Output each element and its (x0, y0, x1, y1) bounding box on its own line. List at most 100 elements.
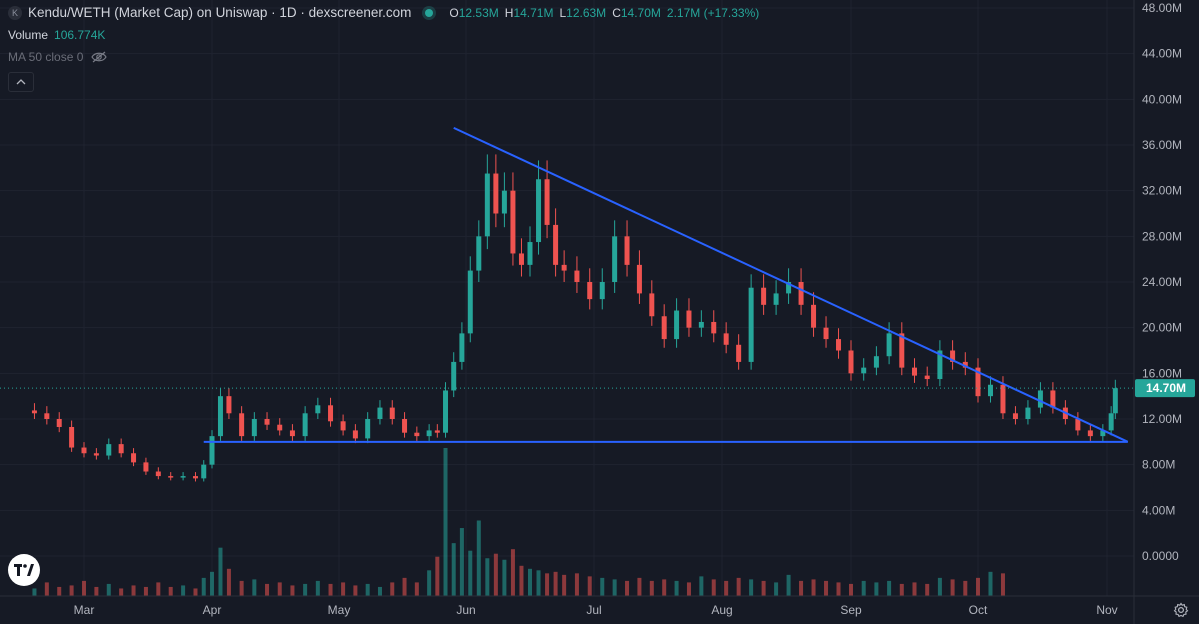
volume-bar (786, 574, 791, 596)
volume-bar (937, 577, 942, 596)
candle-body (886, 333, 892, 357)
candle-body (155, 471, 161, 477)
trendlines (203, 126, 1129, 443)
candle-body (289, 430, 295, 437)
volume-bar (218, 547, 223, 596)
candle-body (251, 419, 257, 437)
volume-bar (181, 585, 186, 596)
candlesticks (31, 154, 1118, 482)
volume-bar (303, 583, 308, 596)
candle-body (365, 419, 371, 439)
candle-body (636, 264, 642, 294)
x-tick-label: Aug (711, 603, 732, 617)
eye-crossed-icon[interactable] (91, 51, 108, 63)
volume-bar (1000, 573, 1005, 596)
volume-bar (119, 588, 124, 596)
candle-body (44, 413, 50, 419)
chart-title: Kendu/WETH (Market Cap) on Uniswap · 1D … (28, 5, 412, 20)
volume-bar (545, 573, 550, 596)
volume-bar (94, 586, 99, 596)
high-label: H (504, 5, 514, 20)
volume-bar (925, 583, 930, 596)
volume-bar (193, 588, 198, 596)
y-tick-label: 40.00M (1142, 92, 1182, 106)
candle-body (962, 361, 968, 368)
candle-body (1075, 419, 1081, 431)
x-tick-label: Mar (74, 603, 95, 617)
volume-bar (57, 586, 62, 596)
y-tick-label: 12.00M (1142, 412, 1182, 426)
symbol-badge[interactable]: K (8, 5, 22, 20)
volume-bar (476, 520, 481, 596)
volume-bar (485, 558, 490, 596)
volume-bar (459, 528, 464, 596)
volume-bar (553, 571, 558, 596)
candle-body (239, 413, 245, 437)
candle-body (624, 236, 630, 265)
volume-bar (587, 576, 592, 596)
candle-body (81, 447, 87, 454)
volume-bar (290, 585, 295, 596)
candle-body (302, 413, 308, 437)
volume-bar (201, 577, 206, 596)
candle-body (698, 321, 704, 328)
volume-legend[interactable]: Volume 106.774K (8, 28, 105, 42)
candle-body (836, 339, 842, 351)
candle-body (277, 424, 283, 431)
market-status-dot (425, 8, 434, 17)
volume-bar (435, 556, 440, 596)
volume-bar (963, 580, 968, 596)
volume-bar (874, 582, 879, 596)
y-tick-label: 20.00M (1142, 321, 1182, 335)
candle-body (217, 396, 223, 437)
tradingview-logo-icon[interactable] (8, 554, 40, 586)
candle-body (443, 390, 449, 433)
gear-icon[interactable] (1173, 602, 1189, 618)
candle-body (848, 350, 854, 374)
ma-legend[interactable]: MA 50 close 0 (8, 50, 108, 64)
volume-bar (414, 582, 419, 596)
candle-body (612, 236, 618, 282)
candle-body (899, 333, 905, 368)
x-tick-label: Jun (456, 603, 475, 617)
time-axis[interactable]: Mar Apr May Jun Jul Aug Sep Oct Nov (0, 595, 1199, 617)
volume-bar (252, 579, 257, 596)
candle-body (912, 367, 917, 376)
candle-body (1012, 413, 1018, 419)
chart-grid (0, 0, 1134, 596)
candle-body (56, 419, 62, 427)
candle-body (527, 242, 533, 265)
candle-body (1000, 384, 1006, 414)
candle-body (536, 179, 542, 243)
tradingview-logo-mark (14, 564, 34, 576)
last-price-label: 14.70M (1135, 379, 1195, 398)
volume-bar (168, 586, 173, 596)
volume-bar (761, 580, 766, 596)
candle-body (402, 419, 408, 433)
volume-bar (625, 580, 630, 596)
candle-body (201, 464, 207, 479)
volume-bar (82, 580, 86, 596)
x-tick-label: Jul (586, 603, 601, 617)
candle-body (352, 430, 358, 439)
y-tick-label: 8.00M (1142, 458, 1175, 472)
candle-body (180, 476, 186, 478)
candle-body (950, 350, 956, 362)
volume-bar (736, 577, 741, 596)
volume-bar (528, 568, 532, 596)
x-tick-label: Oct (969, 603, 988, 617)
volume-bar (612, 579, 617, 596)
change-value: 2.17M (+17.33%) (666, 5, 760, 20)
volume-bar (899, 583, 904, 596)
volume-bar (402, 577, 407, 596)
volume-bar (443, 448, 448, 596)
volume-bar (502, 559, 507, 596)
volume-bar (519, 565, 524, 596)
ma-label: MA 50 close 0 (8, 50, 84, 64)
volume-bar (686, 582, 691, 596)
collapse-legend-button[interactable] (8, 72, 34, 92)
candle-body (1100, 430, 1106, 437)
candle-body (811, 304, 817, 328)
price-axis[interactable]: 48.00M 44.00M 40.00M 36.00M 32.00M 28.00M 24.0… (1133, 0, 1182, 624)
